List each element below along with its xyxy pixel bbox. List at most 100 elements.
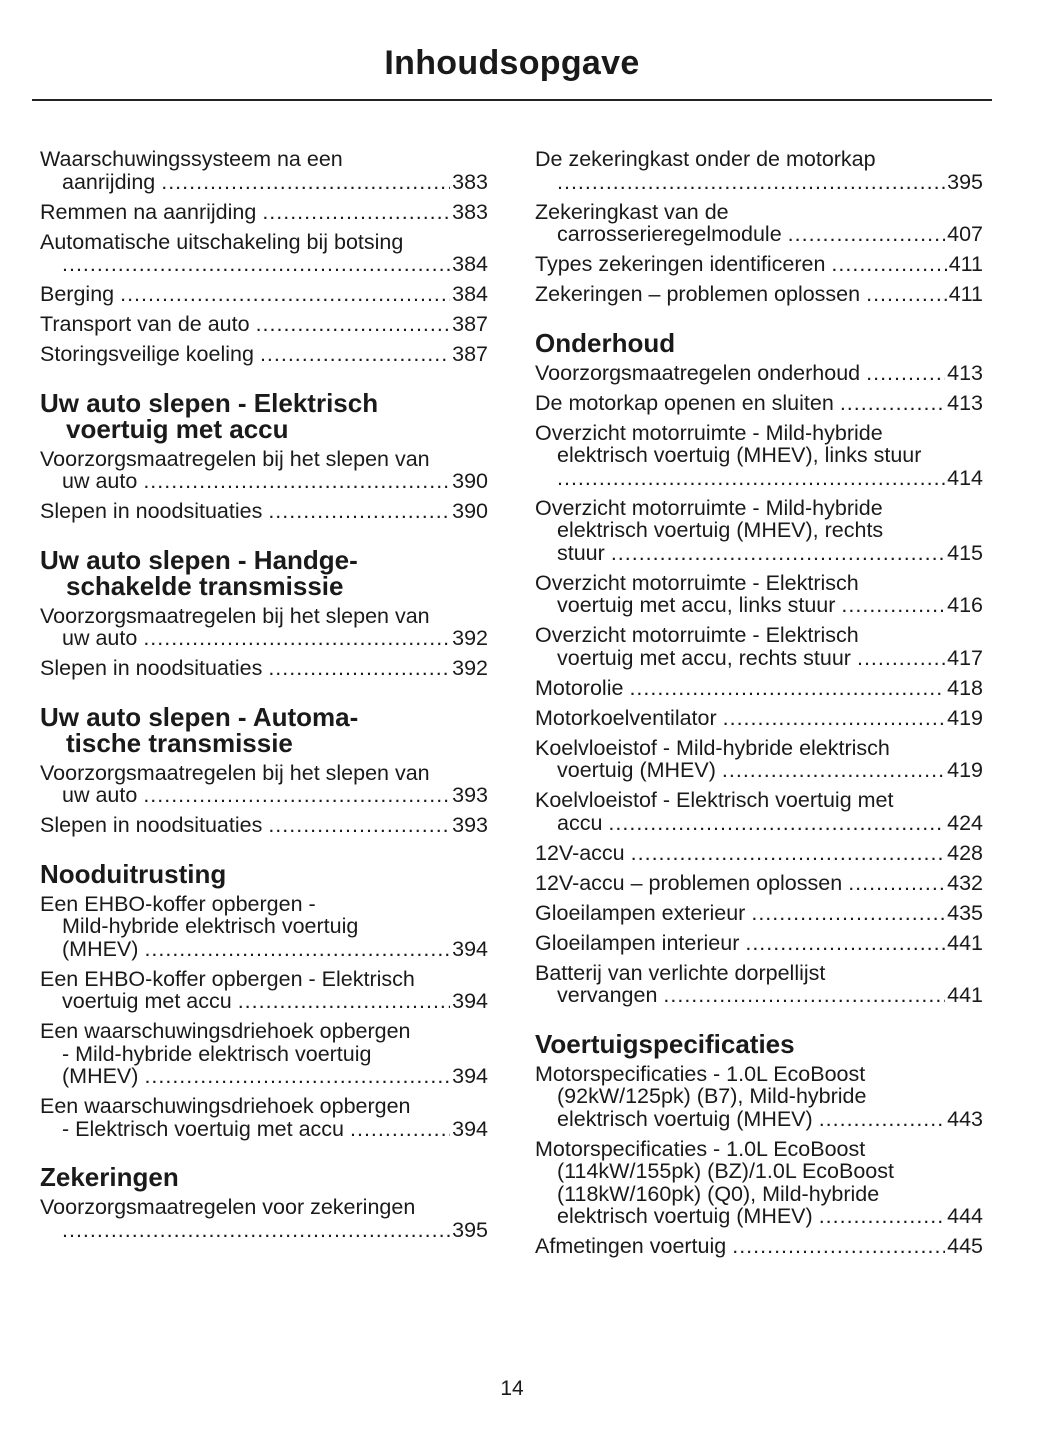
text-line: Een waarschuwingsdriehoek opbergen <box>40 1095 488 1118</box>
toc-entry[interactable]: Een waarschuwingsdriehoek opbergen - Mild… <box>40 1020 488 1088</box>
entry-text: Batterij van verlichte dorpellijst <box>535 960 826 985</box>
text-line: voertuig met accu, links stuur 416 <box>535 594 983 617</box>
entry-page-number: 411 <box>948 252 983 276</box>
text-line: Automatische uitschakeling bij botsing <box>40 230 488 254</box>
text-line: Berging 384 <box>40 283 488 306</box>
entry-page-number: 387 <box>452 312 488 336</box>
toc-entry[interactable]: Afmetingen voertuig 445 <box>535 1235 983 1258</box>
text-line: Voorzorgsmaatregelen bij het slepen van <box>40 761 488 785</box>
entry-text: Een EHBO-koffer opbergen - <box>40 891 316 916</box>
page-number: 14 <box>500 1377 524 1400</box>
toc-entry[interactable]: Gloeilampen exterieur 435 <box>535 900 983 925</box>
text-line: Slepen in noodsituaties 393 <box>40 814 488 837</box>
toc-entry[interactable]: Batterij van verlichte dorpellijst vervan… <box>535 960 983 1007</box>
toc-entry[interactable]: Automatische uitschakeling bij botsing 38… <box>40 230 488 276</box>
toc-entry[interactable]: Voorzorgsmaatregelen onderhoud 413 <box>535 361 983 385</box>
text-line: Koelvloeistof - Elektrisch voertuig met <box>535 789 983 812</box>
dot-leader <box>608 812 945 835</box>
toc-entry[interactable]: Voorzorgsmaatregelen bij het slepen van u… <box>40 761 488 807</box>
dot-leader <box>722 759 945 782</box>
entry-page-number: 419 <box>947 705 983 730</box>
toc-entry[interactable]: Een waarschuwingsdriehoek opbergen - Elek… <box>40 1095 488 1140</box>
toc-entry[interactable]: Voorzorgsmaatregelen bij het slepen van u… <box>40 604 488 650</box>
entry-text: Gloeilampen exterieur <box>535 900 746 925</box>
dot-leader <box>161 171 450 194</box>
heading-text: Voertuigspecificaties <box>535 1028 795 1059</box>
toc-entry[interactable]: Types zekeringen identificeren 411 <box>535 253 983 276</box>
toc-entry[interactable]: Zekeringen – problemen oplossen 411 <box>535 283 983 306</box>
toc-entry[interactable]: 12V-accu 428 <box>535 841 983 865</box>
dot-leader <box>143 784 450 807</box>
text-line: schakelde transmissie <box>40 573 488 599</box>
entry-page-number: 418 <box>947 675 983 700</box>
toc-entry[interactable]: Overzicht motorruimte - Elektrisch voertu… <box>535 570 983 617</box>
toc-entry[interactable]: Motorspecificaties - 1.0L EcoBoost (114kW… <box>535 1137 983 1228</box>
section-heading: Uw auto slepen - Elektrisch voertuig met … <box>40 390 488 442</box>
text-line: tische transmissie <box>40 730 488 756</box>
text-line: - Elektrisch voertuig met accu 394 <box>40 1117 488 1141</box>
toc-entry[interactable]: Overzicht motorruimte - Mild-hybride elek… <box>535 421 983 490</box>
toc-entry[interactable]: Gloeilampen interieur 441 <box>535 930 983 955</box>
heading-text: Uw auto slepen - Handge- <box>40 544 358 575</box>
text-line: carrosserieregelmodule 407 <box>535 223 983 246</box>
dot-leader <box>629 677 945 700</box>
toc-entry[interactable]: Berging 384 <box>40 283 488 306</box>
toc-entry[interactable]: Koelvloeistof - Mild-hybride elektrisch v… <box>535 736 983 782</box>
section-heading: Uw auto slepen - Handge-schakelde transm… <box>40 547 488 599</box>
entry-text: 12V-accu – problemen oplossen <box>535 870 843 895</box>
toc-entry[interactable]: Transport van de auto 387 <box>40 313 488 336</box>
toc-entry[interactable]: Een EHBO-koffer opbergen - Elektrisch voe… <box>40 966 488 1013</box>
dot-leader <box>557 467 945 490</box>
entry-text: Motorkoelventilator <box>535 705 717 730</box>
heading-text: Zekeringen <box>40 1162 179 1192</box>
toc-entry[interactable]: Slepen in noodsituaties 392 <box>40 657 488 680</box>
text-line: Een waarschuwingsdriehoek opbergen <box>40 1020 488 1043</box>
toc-entry[interactable]: Koelvloeistof - Elektrisch voertuig met a… <box>535 789 983 834</box>
toc-entry[interactable]: Motorolie 418 <box>535 675 983 700</box>
text-line: Motorspecificaties - 1.0L EcoBoost <box>535 1062 983 1086</box>
text-line: Overzicht motorruimte - Elektrisch <box>535 570 983 595</box>
toc-entry[interactable]: De zekeringkast onder de motorkap 395 <box>535 148 983 193</box>
toc-entry[interactable]: Voorzorgsmaatregelen bij het slepen van u… <box>40 447 488 493</box>
dot-leader <box>732 1235 945 1258</box>
toc-entry[interactable]: 12V-accu – problemen oplossen 432 <box>535 870 983 895</box>
entry-text: elektrisch voertuig (MHEV), links stuur <box>557 443 922 467</box>
toc-entry[interactable]: De motorkap openen en sluiten 413 <box>535 391 983 415</box>
toc-entry[interactable]: Motorspecificaties - 1.0L EcoBoost (92kW/… <box>535 1062 983 1131</box>
entry-text: - Mild-hybride elektrisch voertuig <box>62 1041 372 1066</box>
toc-entry[interactable]: Overzicht motorruimte - Elektrisch voertu… <box>535 624 983 669</box>
entry-text: aanrijding <box>62 169 156 194</box>
text-line: Zekeringkast van de <box>535 199 983 224</box>
toc-entry[interactable]: Storingsveilige koeling 387 <box>40 343 488 366</box>
entry-text: Gloeilampen interieur <box>535 930 740 955</box>
entry-text: Een waarschuwingsdriehoek opbergen <box>40 1094 411 1118</box>
entry-text: (MHEV) <box>62 936 139 961</box>
toc-entry[interactable]: Motorkoelventilator 419 <box>535 705 983 730</box>
text-line: Voertuigspecificaties <box>535 1031 983 1057</box>
dot-leader <box>848 872 945 895</box>
toc-entry[interactable]: Slepen in noodsituaties 393 <box>40 814 488 837</box>
entry-text: Overzicht motorruimte - Elektrisch <box>535 570 859 595</box>
text-line: Overzicht motorruimte - Elektrisch <box>535 624 983 647</box>
section-heading: Uw auto slepen - Automa-tische transmiss… <box>40 704 488 756</box>
text-line: Batterij van verlichte dorpellijst <box>535 960 983 985</box>
toc-entry[interactable]: Overzicht motorruimte - Mild-hybride elek… <box>535 496 983 565</box>
toc-entry[interactable]: Voorzorgsmaatregelen voor zekeringen 395 <box>40 1196 488 1241</box>
toc-entry[interactable]: Remmen na aanrijding 383 <box>40 200 488 224</box>
dot-leader <box>62 253 450 276</box>
section-heading: Voertuigspecificaties <box>535 1031 983 1057</box>
toc-entry[interactable]: Een EHBO-koffer opbergen - Mild-hybride e… <box>40 891 488 961</box>
entry-text: Types zekeringen identificeren <box>535 252 826 276</box>
heading-text: Uw auto slepen - Elektrisch <box>40 387 379 418</box>
entry-text: Een EHBO-koffer opbergen - Elektrisch <box>40 966 415 991</box>
entry-text: Zekeringkast van de <box>535 199 729 224</box>
text-line: 384 <box>40 253 488 276</box>
toc-entry[interactable]: Slepen in noodsituaties 390 <box>40 500 488 523</box>
text-line: Storingsveilige koeling 387 <box>40 343 488 366</box>
text-line: elektrisch voertuig (MHEV), links stuur <box>535 444 983 467</box>
text-line: Motorkoelventilator 419 <box>535 705 983 730</box>
entry-text: Zekeringen – problemen oplossen <box>535 282 861 306</box>
toc-entry[interactable]: Zekeringkast van de carrosserieregelmodul… <box>535 199 983 246</box>
